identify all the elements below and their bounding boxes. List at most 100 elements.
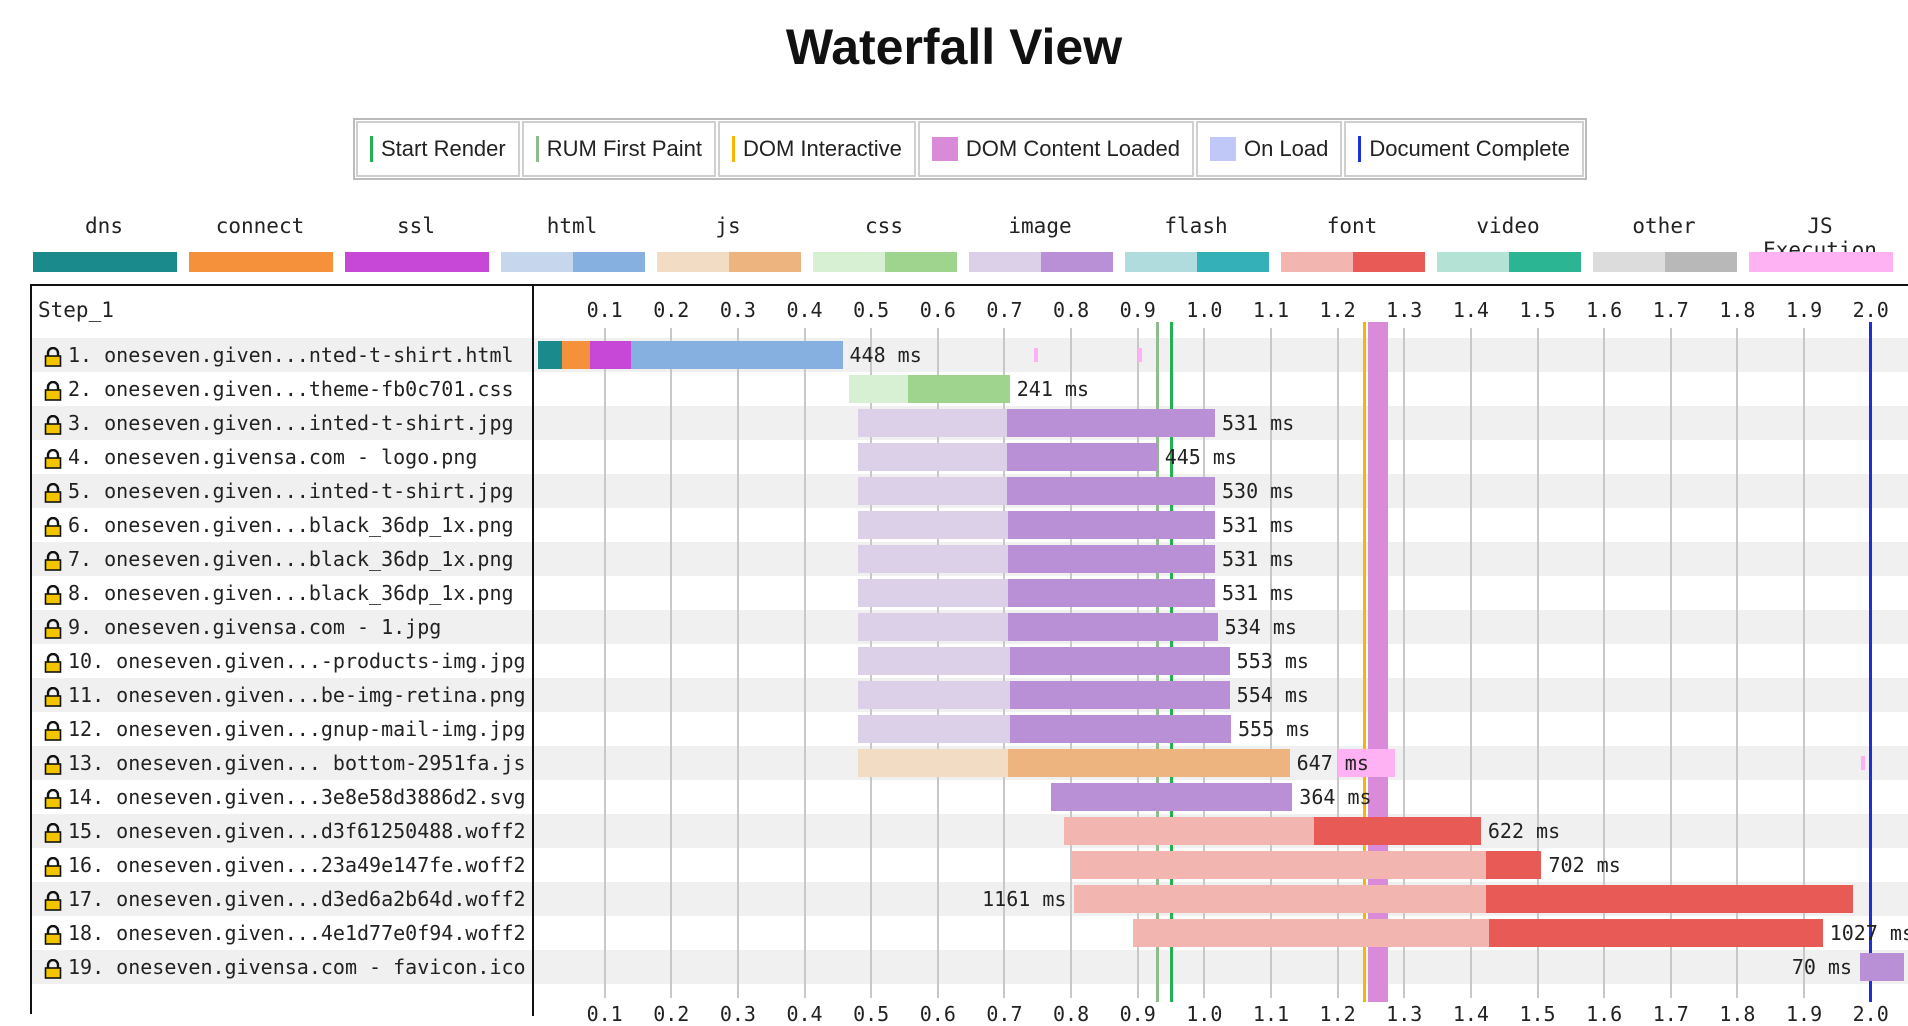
request-bar[interactable] xyxy=(1071,851,1542,879)
request-bar[interactable] xyxy=(857,545,1215,573)
request-url: oneseven.given...3e8e58d3886d2.svg xyxy=(104,785,526,809)
request-bar[interactable] xyxy=(538,341,843,369)
lock-icon xyxy=(44,516,62,537)
axis-tick-top: 1.2 xyxy=(1319,298,1356,322)
axis-tick-bottom: 1.6 xyxy=(1586,1002,1623,1026)
request-number: 6. xyxy=(68,513,93,537)
request-row-label[interactable]: 4. oneseven.givensa.com - logo.png xyxy=(32,440,532,474)
request-number: 1. xyxy=(68,343,93,367)
js-execution-mark xyxy=(1861,756,1866,770)
download-segment xyxy=(1488,919,1823,947)
type-swatch xyxy=(345,252,489,272)
axis-tick-bottom: 0.6 xyxy=(919,1002,956,1026)
axis-tick-top: 0.1 xyxy=(586,298,623,322)
type-label: dns xyxy=(85,214,123,238)
request-url: oneseven.given...black_36dp_1x.png xyxy=(92,547,514,571)
lock-icon xyxy=(44,754,62,775)
type-swatch xyxy=(1437,252,1581,272)
ttfb-segment xyxy=(857,545,1009,573)
timeline: 0.1 0.1 0.2 0.2 0.3 0.3 0.4 0.4 0.5 0.5 0.6 0.6 0.7 0… xyxy=(534,286,1908,1026)
request-duration: 554 ms xyxy=(1236,683,1309,707)
ttfb-segment xyxy=(857,715,1010,743)
request-bar[interactable] xyxy=(849,375,1010,403)
download-segment xyxy=(1008,749,1290,777)
request-bar[interactable] xyxy=(1074,885,1854,913)
request-bar[interactable] xyxy=(857,613,1218,641)
request-row-label[interactable]: 19. oneseven.givensa.com - favicon.ico xyxy=(32,950,532,984)
request-row-label[interactable]: 1. oneseven.given...nted-t-shirt.html xyxy=(32,338,532,372)
request-number: 12. xyxy=(68,717,105,741)
gridline xyxy=(1269,328,1272,998)
request-row-label[interactable]: 5. oneseven.given...inted-t-shirt.jpg xyxy=(32,474,532,508)
milestone-swatch xyxy=(731,136,735,162)
js-execution-block xyxy=(1337,749,1395,777)
request-url: oneseven.givensa.com - logo.png xyxy=(92,445,478,469)
request-row-label[interactable]: 12. oneseven.given...gnup-mail-img.jpg xyxy=(32,712,532,746)
request-row-label[interactable]: 11. oneseven.given...be-img-retina.png xyxy=(32,678,532,712)
request-duration: 70 ms xyxy=(1791,955,1853,979)
request-bar[interactable] xyxy=(857,715,1231,743)
waterfall-chart: Step_1 1. oneseven.given...nted-t-shirt.… xyxy=(30,284,1908,1026)
type-legend-video: video xyxy=(1434,212,1582,276)
type-label: flash xyxy=(1164,214,1228,238)
request-bar[interactable] xyxy=(857,443,1158,471)
request-url: oneseven.given...be-img-retina.png xyxy=(104,683,526,707)
request-url: oneseven.given...inted-t-shirt.jpg xyxy=(92,479,514,503)
request-row-label[interactable]: 3. oneseven.given...inted-t-shirt.jpg xyxy=(32,406,532,440)
axis-tick-bottom: 0.4 xyxy=(786,1002,823,1026)
request-row-label[interactable]: 10. oneseven.given...-products-img.jpg xyxy=(32,644,532,678)
request-url: oneseven.given...theme-fb0c701.css xyxy=(92,377,514,401)
ttfb-segment xyxy=(857,409,1008,437)
milestone-swatch xyxy=(931,137,958,161)
request-row-label[interactable]: 17. oneseven.given...d3ed6a2b64d.woff2 xyxy=(32,882,532,916)
request-bar[interactable] xyxy=(1051,783,1293,811)
type-legend-js: js xyxy=(654,212,802,276)
request-row-label[interactable]: 6. oneseven.given...black_36dp_1x.png xyxy=(32,508,532,542)
gridline xyxy=(1803,328,1806,998)
request-row-label[interactable]: 13. oneseven.given... bottom-2951fa.js xyxy=(32,746,532,780)
download-segment xyxy=(1314,817,1481,845)
request-url: oneseven.given...4e1d77e0f94.woff2 xyxy=(104,921,526,945)
download-segment xyxy=(1007,477,1215,505)
request-row-label[interactable]: 9. oneseven.givensa.com - 1.jpg xyxy=(32,610,532,644)
axis-tick-top: 0.5 xyxy=(853,298,890,322)
type-label: video xyxy=(1476,214,1540,238)
row-stripe xyxy=(32,746,532,780)
request-duration: 702 ms xyxy=(1548,853,1621,877)
milestone-dom-interactive: DOM Interactive xyxy=(717,121,916,177)
request-duration: 445 ms xyxy=(1164,445,1237,469)
row-stripe xyxy=(534,950,1908,984)
request-bar[interactable] xyxy=(857,681,1230,709)
request-bar[interactable] xyxy=(857,409,1215,437)
row-stripe xyxy=(32,542,532,576)
milestone-swatch xyxy=(535,136,539,162)
request-bar[interactable] xyxy=(1064,817,1481,845)
request-row-label[interactable]: 2. oneseven.given...theme-fb0c701.css xyxy=(32,372,532,406)
milestone-start-render: Start Render xyxy=(356,121,520,177)
request-duration: 1161 ms xyxy=(982,887,1067,911)
request-row-label[interactable]: 16. oneseven.given...23a49e147fe.woff2 xyxy=(32,848,532,882)
request-row-label[interactable]: 15. oneseven.given...d3f61250488.woff2 xyxy=(32,814,532,848)
request-bar[interactable] xyxy=(857,511,1215,539)
milestone-rum-first-paint: RUM First Paint xyxy=(521,121,716,177)
download-segment xyxy=(1486,885,1854,913)
request-duration: 647 ms xyxy=(1296,751,1369,775)
request-bar[interactable] xyxy=(857,477,1215,505)
request-duration: 364 ms xyxy=(1299,785,1372,809)
request-bar[interactable] xyxy=(857,579,1215,607)
request-bar[interactable] xyxy=(1133,919,1823,947)
request-number: 11. xyxy=(68,683,105,707)
request-bar[interactable] xyxy=(1860,953,1904,981)
request-bar[interactable] xyxy=(857,647,1230,675)
row-stripe xyxy=(534,542,1908,576)
request-row-label[interactable]: 18. oneseven.given...4e1d77e0f94.woff2 xyxy=(32,916,532,950)
request-duration: 241 ms xyxy=(1016,377,1090,401)
axis-tick-bottom: 1.3 xyxy=(1386,1002,1423,1026)
request-row-label[interactable]: 14. oneseven.given...3e8e58d3886d2.svg xyxy=(32,780,532,814)
request-row-label[interactable]: 8. oneseven.given...black_36dp_1x.png xyxy=(32,576,532,610)
axis-tick-top: 1.6 xyxy=(1586,298,1623,322)
lock-icon xyxy=(44,380,62,401)
request-bar[interactable] xyxy=(857,749,1290,777)
request-row-label[interactable]: 7. oneseven.given...black_36dp_1x.png xyxy=(32,542,532,576)
row-stripe xyxy=(534,610,1908,644)
